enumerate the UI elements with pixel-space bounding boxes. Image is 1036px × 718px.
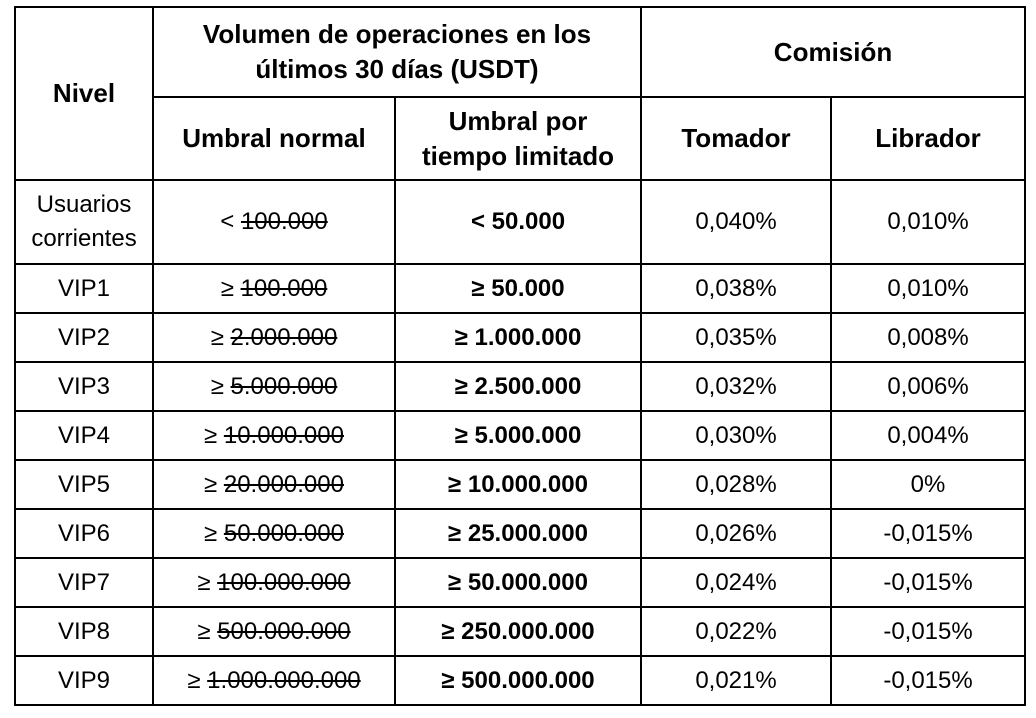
level-cell: VIP9 [14, 655, 154, 706]
normal-threshold-value: 50.000.000 [223, 519, 344, 547]
table-row: Usuarios corrientes < 100.000 < 50.000 0… [14, 179, 1027, 265]
maker-header: Librador [830, 96, 1027, 181]
level-header: Nivel [14, 6, 154, 181]
maker-fee-cell: -0,015% [830, 655, 1027, 706]
normal-threshold-cell: ≥ 100.000 [152, 263, 396, 314]
normal-threshold-value: 5.000.000 [230, 372, 338, 400]
normal-threshold-header: Umbral normal [152, 96, 396, 181]
table-row: VIP5 ≥ 20.000.000 ≥ 10.000.000 0,028% 0% [14, 459, 1027, 510]
level-cell: Usuarios corrientes [14, 179, 154, 265]
level-label-line2: corrientes [31, 225, 137, 252]
threshold-operator: ≥ [220, 274, 241, 302]
normal-threshold-value: 500.000.000 [217, 617, 351, 645]
taker-fee-cell: 0,028% [640, 459, 833, 510]
threshold-operator: ≥ [210, 372, 231, 400]
normal-threshold-value: 100.000 [240, 208, 328, 235]
limited-threshold-header-line2: tiempo limitado [421, 140, 615, 171]
taker-fee-cell: 0,032% [640, 361, 833, 412]
limited-threshold-cell: ≥ 1.000.000 [393, 312, 643, 363]
header-row-top: Nivel Volumen de operaciones en los últi… [14, 6, 1027, 181]
normal-threshold-cell: ≥ 2.000.000 [152, 312, 396, 363]
limited-threshold-cell: ≥ 10.000.000 [393, 459, 643, 510]
level-cell: VIP7 [14, 557, 154, 608]
threshold-operator: ≥ [197, 568, 218, 596]
normal-threshold-cell: ≥ 1.000.000.000 [152, 655, 396, 706]
normal-threshold-value: 2.000.000 [230, 323, 338, 351]
taker-fee-cell: 0,022% [640, 606, 833, 657]
table-row: VIP3 ≥ 5.000.000 ≥ 2.500.000 0,032% 0,00… [14, 361, 1027, 412]
threshold-operator: ≥ [204, 421, 224, 449]
level-cell: VIP6 [14, 508, 154, 559]
volume-group-header-line2: últimos 30 días (USDT) [255, 54, 539, 84]
taker-fee-cell: 0,035% [640, 312, 833, 363]
threshold-operator: ≥ [204, 519, 224, 547]
normal-threshold-cell: ≥ 100.000.000 [152, 557, 396, 608]
normal-threshold-value: 100.000.000 [217, 568, 351, 596]
normal-threshold-value: 100.000 [240, 274, 328, 302]
normal-threshold-cell: ≥ 500.000.000 [152, 606, 396, 657]
limited-threshold-cell: ≥ 25.000.000 [393, 508, 643, 559]
header-row-sub: Umbral normal Umbral por tiempo limitado… [15, 96, 1027, 181]
limited-threshold-cell: ≥ 5.000.000 [393, 410, 643, 461]
limited-threshold-cell: ≥ 50.000 [393, 263, 643, 314]
taker-header: Tomador [640, 96, 833, 181]
taker-fee-cell: 0,038% [640, 263, 833, 314]
volume-group-header: Volumen de operaciones en los últimos 30… [151, 6, 643, 98]
normal-threshold-cell: ≥ 10.000.000 [152, 410, 396, 461]
limited-threshold-cell: < 50.000 [393, 179, 643, 265]
level-cell: VIP2 [14, 312, 154, 363]
table-row: VIP6 ≥ 50.000.000 ≥ 25.000.000 0,026% -0… [14, 508, 1027, 559]
threshold-operator: ≥ [204, 470, 224, 498]
level-cell: VIP5 [14, 459, 154, 510]
volume-group-header-line1: Volumen de operaciones en los [202, 19, 592, 49]
level-label-line1: Usuarios [36, 191, 132, 218]
table-row: VIP7 ≥ 100.000.000 ≥ 50.000.000 0,024% -… [14, 557, 1027, 608]
level-cell: VIP4 [14, 410, 154, 461]
threshold-operator: ≥ [197, 617, 218, 645]
normal-threshold-value: 20.000.000 [223, 470, 344, 498]
normal-threshold-value: 1.000.000.000 [207, 666, 361, 694]
taker-fee-cell: 0,026% [640, 508, 833, 559]
maker-fee-cell: -0,015% [830, 557, 1027, 608]
maker-fee-cell: 0,010% [830, 263, 1027, 314]
limited-threshold-header-line1: Umbral por [448, 105, 588, 136]
table-row: VIP2 ≥ 2.000.000 ≥ 1.000.000 0,035% 0,00… [14, 312, 1027, 363]
limited-threshold-cell: ≥ 50.000.000 [393, 557, 643, 608]
maker-fee-cell: 0% [830, 459, 1027, 510]
threshold-operator: ≥ [210, 323, 231, 351]
limited-threshold-cell: ≥ 2.500.000 [393, 361, 643, 412]
table-row: VIP1 ≥ 100.000 ≥ 50.000 0,038% 0,010% [14, 263, 1027, 314]
maker-fee-cell: 0,006% [830, 361, 1027, 412]
limited-threshold-header: Umbral por tiempo limitado [393, 96, 643, 181]
table-row: VIP9 ≥ 1.000.000.000 ≥ 500.000.000 0,021… [14, 655, 1027, 706]
level-cell: VIP1 [14, 263, 154, 314]
normal-threshold-cell: < 100.000 [152, 179, 396, 265]
threshold-operator: ≥ [187, 666, 208, 694]
limited-threshold-cell: ≥ 250.000.000 [393, 606, 643, 657]
table-row: VIP4 ≥ 10.000.000 ≥ 5.000.000 0,030% 0,0… [14, 410, 1027, 461]
table-row: VIP8 ≥ 500.000.000 ≥ 250.000.000 0,022% … [14, 606, 1027, 657]
maker-fee-cell: 0,010% [830, 179, 1027, 265]
limited-threshold-cell: ≥ 500.000.000 [393, 655, 643, 706]
taker-fee-cell: 0,030% [640, 410, 833, 461]
taker-fee-cell: 0,024% [640, 557, 833, 608]
maker-fee-cell: 0,008% [830, 312, 1027, 363]
level-cell: VIP3 [14, 361, 154, 412]
taker-fee-cell: 0,040% [640, 179, 833, 265]
fee-tier-table: Nivel Volumen de operaciones en los últi… [14, 6, 1027, 706]
threshold-operator: < [220, 208, 241, 235]
normal-threshold-cell: ≥ 20.000.000 [152, 459, 396, 510]
maker-fee-cell: -0,015% [830, 606, 1027, 657]
maker-fee-cell: 0,004% [830, 410, 1027, 461]
taker-fee-cell: 0,021% [640, 655, 833, 706]
normal-threshold-cell: ≥ 5.000.000 [152, 361, 396, 412]
level-cell: VIP8 [14, 606, 154, 657]
normal-threshold-value: 10.000.000 [223, 421, 344, 449]
maker-fee-cell: -0,015% [830, 508, 1027, 559]
normal-threshold-cell: ≥ 50.000.000 [152, 508, 396, 559]
commission-group-header: Comisión [640, 6, 1027, 98]
